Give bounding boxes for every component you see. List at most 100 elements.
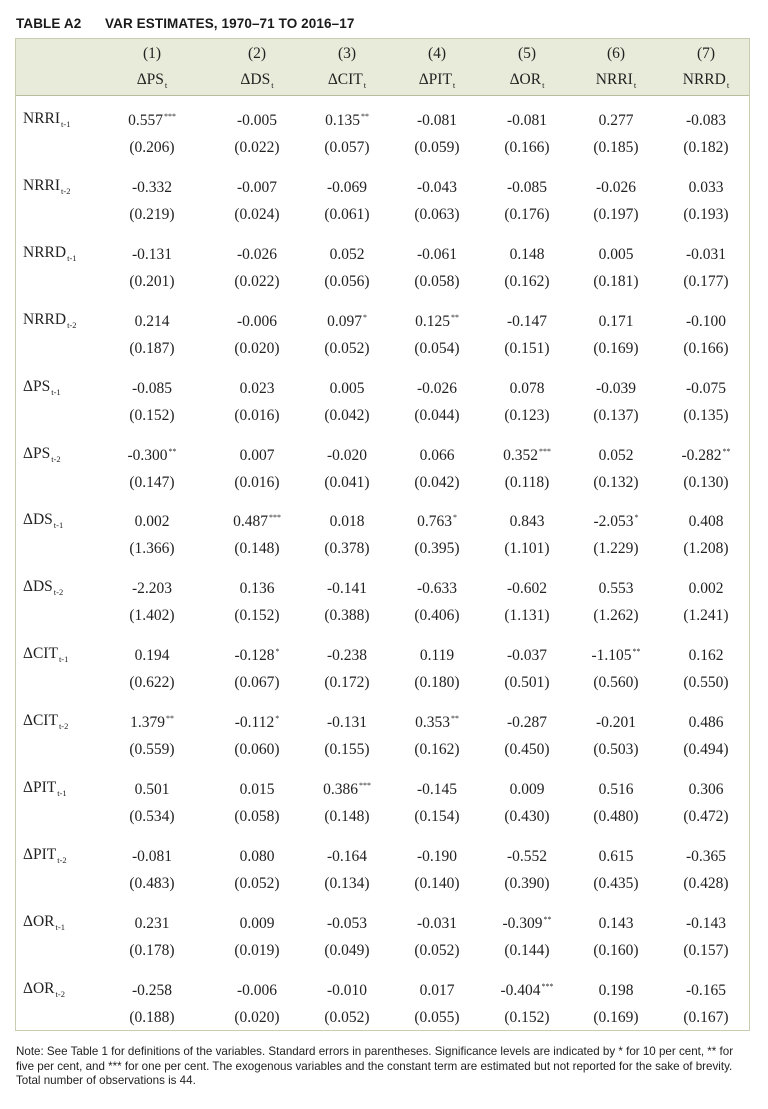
estimate-value: -0.258 (131, 981, 173, 999)
row-label-subscript: t-1 (51, 386, 61, 397)
estimate-cell: -0.365 (686, 848, 726, 866)
standard-error-cell: (0.157) (683, 941, 729, 959)
estimate-cell: -0.083 (686, 112, 726, 130)
row-label-subscript: t-2 (55, 988, 65, 999)
standard-error-cell: (0.140) (414, 874, 460, 892)
standard-error-cell: (0.152) (234, 607, 280, 625)
estimate-cell: 0.487*** (233, 513, 281, 531)
standard-error-cell: (0.550) (683, 674, 729, 692)
estimate-cell: -0.039 (596, 380, 636, 398)
estimate-value: 0.052 (598, 446, 634, 464)
row-label-name: ΔPIT (23, 845, 57, 863)
standard-error-cell: (0.166) (683, 339, 729, 357)
estimate-cell: 0.033 (689, 179, 724, 197)
row-label: ΔDSt-1 (23, 511, 63, 529)
estimate-value: 0.171 (598, 312, 634, 330)
row-label-subscript: t-1 (57, 788, 67, 798)
column-header: NRRDt (683, 71, 729, 89)
standard-error-cell: (0.503) (593, 741, 639, 759)
column-header: ΔPITt (419, 71, 456, 89)
column-header-subscript: t (271, 80, 274, 90)
row-label-subscript: t-1 (58, 654, 69, 665)
standard-error-cell: (0.049) (324, 941, 370, 959)
estimate-value: 0.352 (503, 446, 538, 464)
estimate-value: -0.287 (506, 714, 548, 732)
estimate-cell: -0.081 (417, 112, 457, 130)
estimate-cell: 0.148 (510, 246, 545, 264)
estimate-cell: -0.552 (507, 848, 547, 866)
standard-error-cell: (0.188) (129, 1008, 175, 1026)
estimate-cell: -0.069 (327, 179, 367, 197)
column-header-subscript: t (164, 80, 168, 90)
standard-error-cell: (0.052) (324, 339, 370, 357)
estimate-value: -0.552 (506, 847, 548, 865)
row-label-subscript: t-2 (61, 185, 71, 196)
standard-error-cell: (0.219) (129, 205, 175, 223)
estimate-value: 0.763 (417, 513, 452, 531)
estimate-cell: -0.287 (507, 714, 547, 732)
row-label-name: ΔDS (23, 511, 53, 529)
row-label-name: ΔCIT (23, 712, 58, 730)
estimate-cell: -0.633 (417, 580, 457, 598)
estimate-value: -0.020 (326, 446, 368, 464)
estimate-value: -2.053 (593, 513, 634, 531)
standard-error-cell: (0.135) (683, 406, 729, 424)
estimate-cell: -0.190 (417, 848, 457, 866)
column-header: ΔORt (510, 71, 545, 89)
estimate-value: 0.353 (415, 714, 450, 732)
estimate-value: 0.018 (329, 513, 365, 531)
estimate-cell: -0.037 (507, 647, 547, 665)
row-label: NRRIt-2 (23, 177, 71, 195)
estimate-value: -0.031 (416, 914, 458, 932)
standard-error-cell: (0.052) (324, 1008, 370, 1026)
standard-error-cell: (0.201) (129, 272, 175, 290)
estimate-value: 0.557 (128, 112, 163, 129)
table-label: TABLE A2 (16, 16, 82, 31)
row-label: ΔORt-1 (23, 913, 65, 931)
row-label: ΔPITt-2 (23, 846, 67, 864)
standard-error-cell: (0.055) (414, 1008, 460, 1026)
column-header: ΔCITt (328, 71, 366, 89)
standard-error-cell: (0.042) (414, 473, 460, 491)
estimate-cell: 0.214 (135, 313, 170, 331)
standard-error-cell: (0.024) (234, 205, 280, 223)
estimate-cell: -2.053* (593, 513, 638, 531)
estimate-value: -0.026 (236, 245, 278, 263)
standard-error-cell: (0.020) (234, 339, 280, 357)
estimate-value: -0.061 (416, 245, 458, 263)
column-header-subscript: t (633, 80, 637, 90)
estimate-value: -0.190 (416, 847, 458, 865)
standard-error-cell: (0.182) (683, 139, 729, 156)
estimate-cell: -0.300** (127, 447, 176, 465)
estimate-cell: 0.277 (599, 112, 634, 130)
standard-error-cell: (1.208) (683, 540, 729, 558)
estimate-value: 0.080 (239, 847, 275, 865)
significance-stars: ** (165, 714, 174, 724)
column-number: (7) (696, 45, 716, 62)
standard-error-cell: (0.176) (504, 205, 550, 223)
row-label-name: ΔCIT (23, 645, 58, 663)
row-label-subscript: t-1 (61, 119, 71, 129)
row-label-name: NRRD (23, 310, 67, 328)
column-header-name: ΔOR (509, 71, 542, 88)
estimate-value: -0.069 (326, 178, 368, 196)
estimate-value: -0.633 (416, 580, 458, 598)
significance-stars: * (362, 312, 367, 322)
estimate-cell: 0.557*** (128, 112, 176, 130)
row-label-name: ΔDS (23, 578, 53, 596)
estimate-value: 0.843 (509, 513, 545, 531)
estimate-cell: -0.332 (132, 179, 172, 197)
estimate-cell: -0.100 (686, 313, 726, 331)
estimate-value: -0.081 (131, 847, 173, 865)
estimate-value: -0.164 (326, 847, 368, 865)
significance-stars: ** (450, 312, 459, 322)
standard-error-cell: (0.148) (324, 808, 370, 825)
estimate-cell: 0.009 (510, 781, 545, 799)
estimate-cell: -1.105** (591, 647, 640, 665)
estimate-cell: -0.085 (132, 380, 172, 398)
estimate-value: 0.023 (239, 379, 275, 397)
estimate-value: -0.143 (685, 914, 727, 932)
column-header-name: ΔCIT (327, 71, 363, 88)
estimate-cell: -0.031 (417, 915, 457, 933)
row-label-subscript: t-2 (53, 587, 64, 598)
